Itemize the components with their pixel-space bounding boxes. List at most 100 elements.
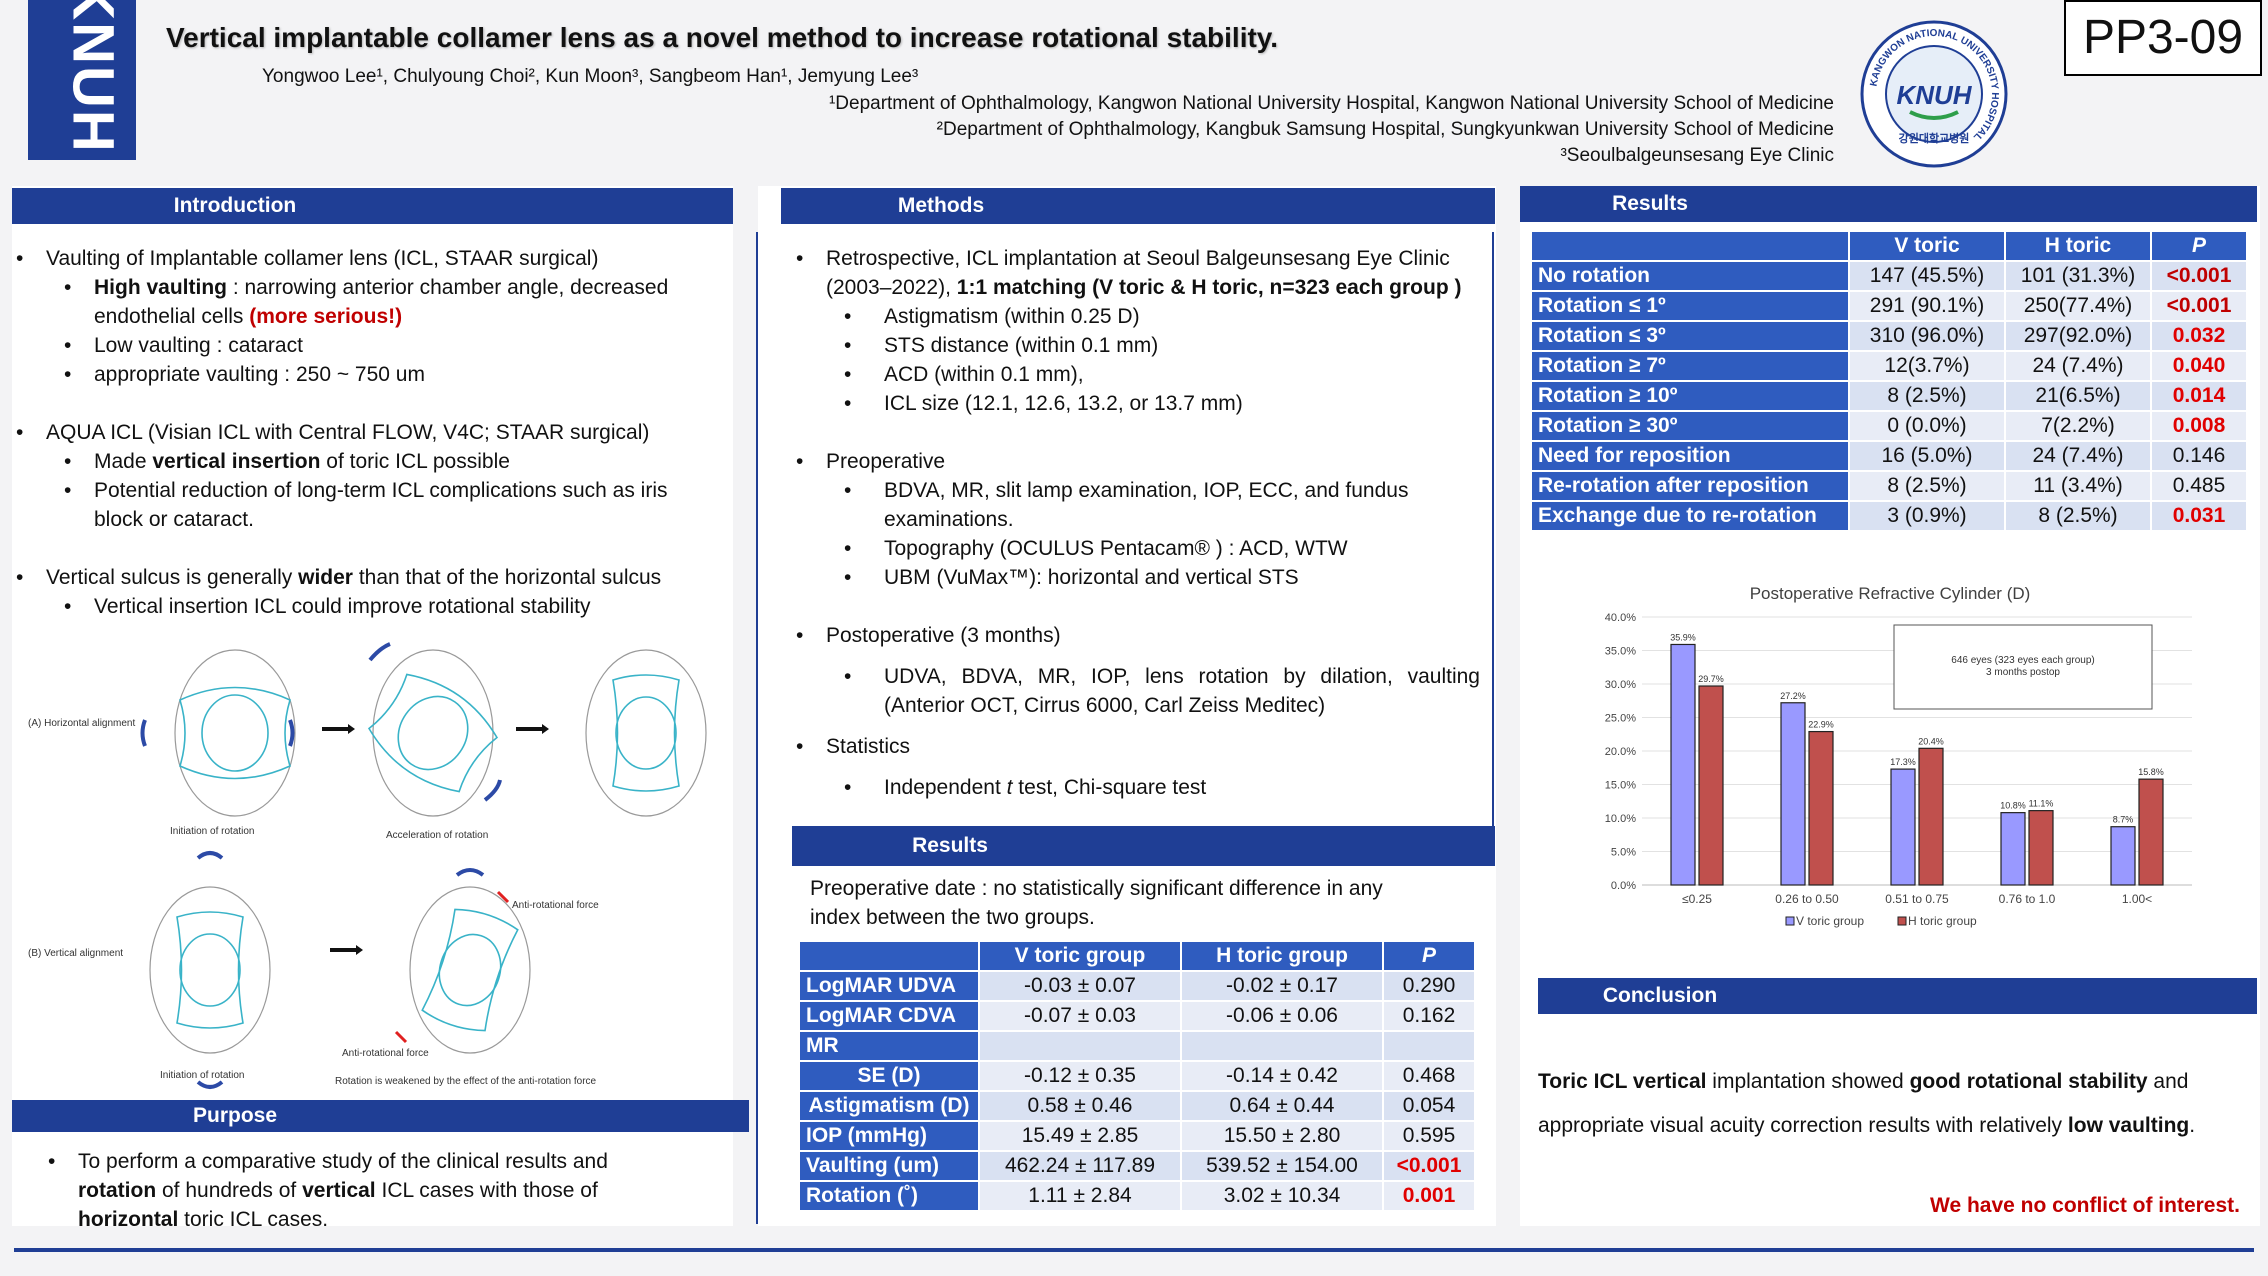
knuh-logo-text: KNUH xyxy=(60,0,126,154)
poster-title: Vertical implantable collamer lens as a … xyxy=(166,22,1279,53)
methods-bullet-preoperative: Preoperative xyxy=(792,447,1480,476)
methods-sub-ubm: UBM (VuMax™): horizontal and vertical ST… xyxy=(792,563,1480,592)
methods-sub-topography: Topography (OCULUS Pentacam® ) : ACD, WT… xyxy=(792,534,1480,563)
fig-label-vertical: (B) Vertical alignment xyxy=(28,948,124,959)
chart-ytick-label: 40.0% xyxy=(1605,612,1636,624)
chart-data-label: 15.8% xyxy=(2138,767,2164,777)
authors: Yongwoo Lee¹, Chulyoung Choi², Kun Moon³… xyxy=(262,66,919,87)
chart-ytick-label: 5.0% xyxy=(1611,847,1636,859)
table-row: Re-rotation after reposition 8 (2.5%) 11 (… xyxy=(1532,472,2246,500)
affiliation-3: ³Seoulbalgeunsesang Eye Clinic xyxy=(1560,145,1834,166)
intro-sub-low-vaulting: Low vaulting : cataract xyxy=(12,331,712,360)
table-row: MR xyxy=(800,1032,1474,1060)
chart-bar xyxy=(1670,643,1696,886)
methods-sub-sts: STS distance (within 0.1 mm) xyxy=(792,331,1480,360)
chart-xtick-label: 1.00< xyxy=(2122,892,2152,906)
chart-data-label: 27.2% xyxy=(1780,691,1806,701)
table-row: Rotation ≥ 7º 12(3.7%) 24 (7.4%) 0.040 xyxy=(1532,352,2246,380)
results-post-heading: Results xyxy=(1612,192,1688,215)
refractive-cylinder-chart: Postoperative Refractive Cylinder (D) 0.… xyxy=(1605,584,2192,928)
conclusion-heading: Conclusion xyxy=(1602,984,1718,1007)
introduction-body: Vaulting of Implantable collamer lens (I… xyxy=(12,244,712,621)
conclusion-header: Conclusion xyxy=(1538,978,2257,1014)
chart-bar xyxy=(1780,702,1806,886)
introduction-header: Introduction xyxy=(12,188,733,224)
seal-korean-text: 강원대학교병원 xyxy=(1899,131,1970,145)
methods-bullet-postoperative: Postoperative (3 months) xyxy=(792,621,1480,650)
table-row: Rotation (˚) 1.11 ± 2.84 3.02 ± 10.34 0.001 xyxy=(800,1182,1474,1210)
chart-data-label: 17.3% xyxy=(1890,757,1916,767)
chart-data-label: 11.1% xyxy=(2029,799,2054,809)
methods-sub-astigmatism: Astigmatism (within 0.25 D) xyxy=(792,302,1480,331)
chart-bar xyxy=(2000,812,2026,886)
purpose-body: To perform a comparative study of the cl… xyxy=(44,1147,684,1234)
intro-sub-high-vaulting: High vaulting : narrowing anterior chamb… xyxy=(12,273,712,331)
introduction-heading: Introduction xyxy=(173,194,297,217)
chart-xtick-label: 0.76 to 1.0 xyxy=(1999,892,2056,906)
chart-ytick-label: 10.0% xyxy=(1605,813,1636,825)
chart-data-label: 29.7% xyxy=(1698,674,1724,684)
chart-data-label: 10.8% xyxy=(2000,801,2026,811)
alignment-diagram xyxy=(140,642,707,1089)
affiliation-1: ¹Department of Ophthalmology, Kangwon Na… xyxy=(828,93,1834,114)
table-row: SE (D) -0.12 ± 0.35 -0.14 ± 0.42 0.468 xyxy=(800,1062,1474,1090)
chart-ytick-label: 0.0% xyxy=(1611,880,1636,892)
chart-ytick-label: 15.0% xyxy=(1605,780,1636,792)
methods-heading: Methods xyxy=(897,194,985,217)
pre-table-header-row: V toric group H toric group P xyxy=(800,942,1474,970)
chart-bar xyxy=(1698,685,1724,886)
column-divider-left xyxy=(756,232,758,1224)
table-row: LogMAR UDVA -0.03 ± 0.07 -0.02 ± 0.17 0.290 xyxy=(800,972,1474,1000)
chart-data-label: 8.7% xyxy=(2113,815,2134,825)
methods-sub-bdva: BDVA, MR, slit lamp examination, IOP, EC… xyxy=(792,476,1480,534)
poster-id-box: PP3-09 xyxy=(2064,0,2262,76)
table-row: Rotation ≥ 30º 0 (0.0%) 7(2.2%) 0.008 xyxy=(1532,412,2246,440)
table-row: Need for reposition 16 (5.0%) 24 (7.4%) 0.1… xyxy=(1532,442,2246,470)
post-col-p: P xyxy=(2152,232,2246,260)
chart-xtick-label: 0.26 to 0.50 xyxy=(1775,892,1839,906)
postoperative-table: V toric H toric P No rotation 147 (45.5%)… xyxy=(1530,230,2248,532)
conflict-of-interest: We have no conflict of interest. xyxy=(1930,1194,2240,1217)
university-seal-icon: KANGWON NATIONAL UNIVERSITY HOSPITAL KNU… xyxy=(1860,20,2008,168)
table-row: LogMAR CDVA -0.07 ± 0.03 -0.06 ± 0.06 0.162 xyxy=(800,1002,1474,1030)
methods-sub-tests: Independent t test, Chi-square test xyxy=(792,773,1480,802)
fig-caption-initiation-2: Initiation of rotation xyxy=(160,1070,245,1081)
methods-bullet-statistics: Statistics xyxy=(792,732,1480,761)
results-post-header: Results xyxy=(1520,186,2257,222)
table-row: IOP (mmHg) 15.49 ± 2.85 15.50 ± 2.80 0.595 xyxy=(800,1122,1474,1150)
intro-sub-rotational-stability: Vertical insertion ICL could improve rot… xyxy=(12,592,712,621)
chart-data-label: 22.9% xyxy=(1808,720,1834,730)
fig-label-horizontal: (A) Horizontal alignment xyxy=(28,718,136,729)
post-table-header-row: V toric H toric P xyxy=(1532,232,2246,260)
chart-data-label: 35.9% xyxy=(1670,632,1696,642)
conclusion-line-1: Toric ICL vertical implantation showed g… xyxy=(1538,1070,2189,1093)
chart-legend-swatch xyxy=(1785,916,1795,926)
alignment-figure: (A) Horizontal alignment (B) Vertical al… xyxy=(20,640,720,1090)
chart-xtick-label: ≤0.25 xyxy=(1682,892,1712,906)
table-row: Rotation ≤ 3º 310 (96.0%) 297(92.0%) 0.032 xyxy=(1532,322,2246,350)
results-pre-heading: Results xyxy=(912,834,988,857)
bottom-divider xyxy=(14,1248,2254,1252)
pre-col-p: P xyxy=(1384,942,1474,970)
chart-xtick-label: 0.51 to 0.75 xyxy=(1885,892,1949,906)
knuh-vertical-logo: KNUH xyxy=(28,0,136,160)
table-row: Exchange due to re-rotation 3 (0.9%) 8 (2.… xyxy=(1532,502,2246,530)
fig-caption-anti-force: Anti-rotational force xyxy=(512,900,599,911)
intro-sub-vertical-insertion: Made vertical insertion of toric ICL pos… xyxy=(12,447,712,476)
chart-ytick-label: 30.0% xyxy=(1605,679,1636,691)
methods-sub-postop-measures: UDVA, BDVA, MR, IOP, lens rotation by di… xyxy=(792,662,1480,720)
methods-header: Methods xyxy=(781,188,1495,224)
chart-annotation-line-1: 646 eyes (323 eyes each group) xyxy=(1951,655,2094,666)
chart-ytick-label: 35.0% xyxy=(1605,646,1636,658)
table-row: Vaulting (um) 462.24 ± 117.89 539.52 ± 154… xyxy=(800,1152,1474,1180)
table-row: Astigmatism (D) 0.58 ± 0.46 0.64 ± 0.44 0.0… xyxy=(800,1092,1474,1120)
purpose-header: Purpose xyxy=(12,1100,749,1132)
chart-annotation-box xyxy=(1893,624,2153,710)
intro-bullet-aqua: AQUA ICL (Visian ICL with Central FLOW, … xyxy=(12,418,712,447)
fig-caption-acceleration: Acceleration of rotation xyxy=(386,830,489,841)
fig-caption-initiation: Initiation of rotation xyxy=(170,826,255,837)
column-divider-right xyxy=(1492,232,1494,832)
poster-id: PP3-09 xyxy=(2082,11,2244,64)
methods-bullet-design: Retrospective, ICL implantation at Seoul… xyxy=(792,244,1480,302)
methods-sub-acd: ACD (within 0.1 mm), xyxy=(792,360,1480,389)
